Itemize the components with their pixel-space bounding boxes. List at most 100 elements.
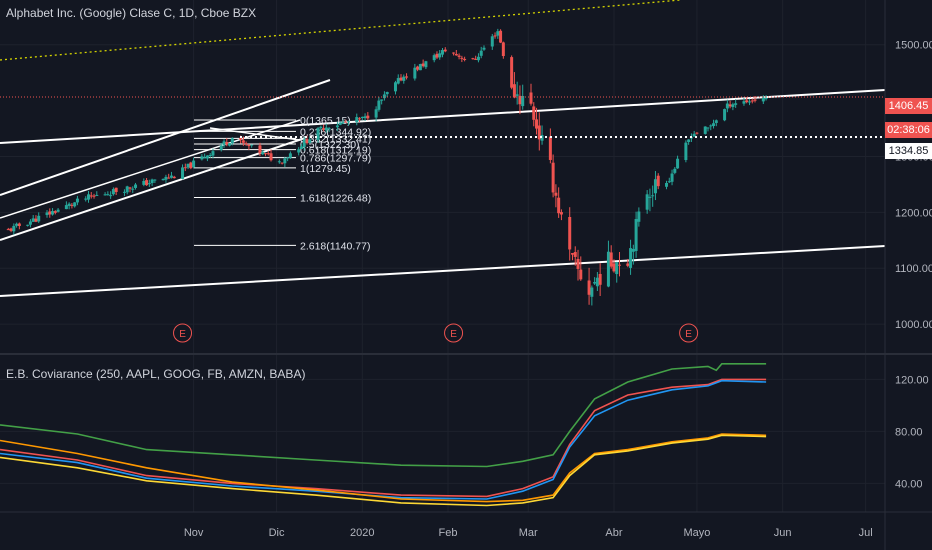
candle-body [593,282,597,284]
candle-body [515,94,519,96]
candle-body [125,186,129,193]
candle-body [344,121,348,123]
x-tick-label: Abr [605,527,622,539]
candle-body [626,263,630,266]
candle-body [211,151,215,156]
candle-body [706,127,710,129]
fib-level-label: 2.618(1140.77) [300,240,370,252]
candle-body [532,106,536,120]
indicator-title: E.B. Coviarance (250, AAPL, GOOG, FB, AM… [6,367,306,381]
candle-body [438,53,442,58]
candle-body [374,109,378,118]
candle-body [424,61,428,68]
candle-body [363,116,367,119]
candle-body [753,99,757,101]
candle-body [570,253,574,255]
candle-body [393,82,397,92]
earnings-marker [173,323,193,343]
candle-body [676,158,680,169]
covariance-series-line [0,433,767,503]
candle-body [377,100,381,110]
candle-body [244,143,248,145]
candle-body [73,202,77,207]
candle-body [667,181,671,183]
y-tick-label: 40.00 [895,478,923,490]
x-tick-label: Nov [184,527,204,539]
x-tick-label: Jun [774,527,792,539]
x-tick-label: Dic [269,527,285,539]
candle-body [618,264,621,266]
candle-body [653,179,657,194]
candle-body [548,136,552,160]
candle-body [192,160,196,168]
candle-body [277,161,281,163]
candle-body [529,92,533,104]
candle-body [421,63,425,67]
candle-body [264,153,267,155]
earnings-marker [444,323,464,343]
candle-body [709,125,713,127]
fib-level-label: 1.618(1226.48) [300,193,371,205]
candle-body [496,31,500,36]
candle-body [606,251,610,287]
dotted-trend-line [0,0,681,61]
candle-body [280,162,284,164]
candle-body [573,252,577,257]
candle-body [200,156,204,160]
x-tick-label: Jul [859,527,873,539]
candle-body [734,103,738,105]
candle-body [673,168,677,173]
candle-body [499,30,503,43]
candle-body [37,215,41,222]
candle-body [358,118,362,120]
candle-body [95,194,99,196]
countdown-tag: 02:38:06 [885,122,932,138]
candle-body [540,135,544,141]
candle-body [454,53,458,56]
candle-body [712,123,716,127]
candle-body [31,218,35,222]
candle-body [587,280,591,295]
candle-body [665,182,669,187]
candle-body [338,122,342,125]
fib-level-label: 0(1365.15) [300,115,351,127]
candle-body [764,98,768,100]
candle-body [535,119,539,129]
candle-body [12,225,16,232]
candle-body [703,126,707,134]
candle-body [366,115,370,119]
candle-body [134,184,138,188]
candle-body [114,187,118,192]
candle-body [385,91,389,95]
candle-body [341,122,345,124]
candle-body [142,181,146,185]
candle-body [631,248,635,252]
candle-body [48,211,52,215]
candle-body [557,197,561,214]
candle-body [360,116,364,118]
candle-body [299,146,303,150]
grid [0,0,885,512]
candle-body [183,167,187,169]
candle-body [258,145,262,154]
candle-body [479,50,483,56]
candle-body [219,145,223,150]
candle-body [612,263,616,272]
candle-body [283,158,287,164]
lower-trend-line [0,245,886,297]
candle-body [399,77,403,81]
candle-body [443,49,447,52]
candle-body [684,142,688,161]
fib-level-label: 0.618(1312.19) [300,145,371,157]
candle-body [745,100,749,103]
candle-body [305,139,309,144]
earnings-marker-label: E [179,329,186,340]
candle-body [396,78,400,84]
candle-body [405,76,409,78]
candle-body [70,204,74,206]
candle-body [750,100,754,102]
y-tick-label: 1500.00 [895,40,932,52]
candle-body [725,103,729,109]
